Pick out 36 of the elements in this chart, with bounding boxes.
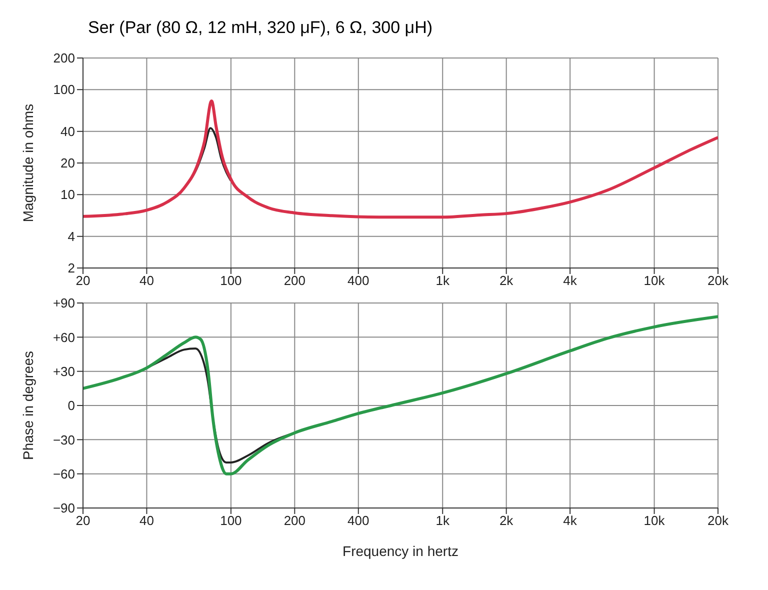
x-tick-label: 4k: [563, 273, 578, 288]
y-tick-label: 40: [60, 124, 75, 140]
y-tick-label: 200: [53, 50, 75, 66]
y-tick-label: +60: [52, 330, 75, 345]
x-tick-label: 10k: [644, 273, 666, 288]
x-tick-label: 40: [139, 273, 154, 288]
x-tick-label: 100: [220, 513, 242, 528]
y-tick-label: 4: [68, 229, 75, 244]
y-tick-label: −90: [52, 500, 75, 516]
x-tick-label: 1k: [436, 513, 450, 528]
x-tick-label: 40: [139, 513, 154, 528]
x-tick-label: 10k: [644, 513, 666, 528]
x-tick-label: 4k: [563, 513, 578, 528]
x-tick-label: 1k: [436, 273, 450, 288]
y-tick-label: 100: [53, 82, 75, 98]
x-tick-label: 20k: [708, 513, 729, 528]
x-tick-label: 400: [348, 513, 370, 528]
x-tick-label: 200: [284, 513, 306, 528]
x-tick-label: 2k: [499, 273, 514, 288]
y-tick-label: 2: [68, 260, 75, 276]
x-tick-label: 2k: [499, 513, 514, 528]
y-tick-label: +90: [52, 296, 75, 311]
y-axis-title: Phase in degrees: [20, 351, 36, 460]
x-axis-title: Frequency in hertz: [342, 542, 458, 559]
x-tick-label: 200: [284, 273, 306, 288]
y-tick-label: +30: [52, 364, 75, 379]
x-tick-label: 20k: [708, 273, 729, 288]
x-tick-label: 400: [348, 273, 370, 288]
x-tick-label: 100: [220, 273, 242, 288]
y-axis-title: Magnitude in ohms: [20, 104, 36, 222]
y-tick-label: 0: [68, 398, 75, 414]
chart-title: Ser (Par (80 Ω, 12 mH, 320 μF), 6 Ω, 300 μH): [87, 17, 434, 39]
y-tick-label: 20: [60, 156, 75, 171]
y-tick-label: 10: [60, 187, 75, 202]
y-tick-label: −60: [52, 466, 75, 482]
y-tick-label: −30: [52, 432, 75, 448]
